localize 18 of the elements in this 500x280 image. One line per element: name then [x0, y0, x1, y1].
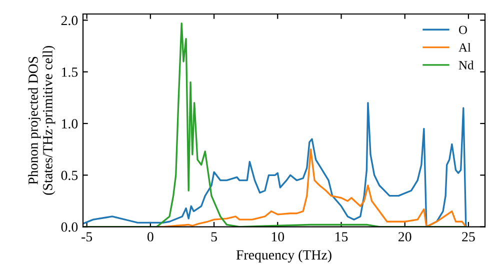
y-tick-label: 0.0	[61, 222, 78, 232]
legend-label: Nd	[458, 60, 474, 70]
y-tick-label: 2.0	[61, 16, 78, 26]
x-tick-label: 20	[398, 232, 412, 242]
y-tick-label: 1.5	[62, 68, 78, 77]
y-tick-label: 0.5	[61, 170, 78, 180]
x-tick-label: 25	[462, 232, 475, 242]
x-tick-label: 15	[336, 232, 348, 242]
x-tick-label: -5	[82, 232, 92, 242]
legend-label: O	[458, 26, 467, 34]
x-axis-title: Frequency (THz)	[236, 250, 332, 262]
y-tick-label: 1.0	[62, 119, 78, 129]
x-tick-label: 5	[211, 232, 217, 242]
line-series	[83, 102, 467, 227]
x-tick-label: 0	[147, 232, 154, 242]
y-axis-title: Phonon projected DOS (States/THz·primitive cell)	[28, 46, 56, 195]
x-tick-label: 10	[272, 232, 284, 242]
legend-label: Al	[458, 42, 471, 52]
